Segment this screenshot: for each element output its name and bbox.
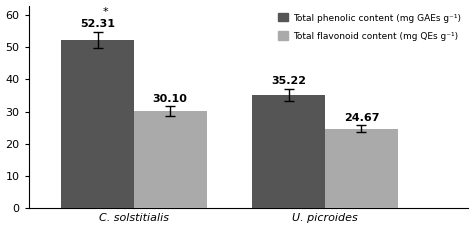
Bar [134, 111, 207, 208]
Bar [252, 95, 325, 208]
Bar [61, 40, 134, 208]
Text: 52.31: 52.31 [80, 19, 115, 29]
Bar [325, 129, 398, 208]
Text: 35.22: 35.22 [271, 76, 306, 86]
Text: *: * [102, 7, 108, 17]
Text: 30.10: 30.10 [153, 94, 188, 104]
Legend: Total phenolic content (mg GAEs g⁻¹), Total flavonoid content (mg QEs g⁻¹): Total phenolic content (mg GAEs g⁻¹), To… [275, 10, 464, 44]
Text: 24.67: 24.67 [344, 113, 379, 123]
